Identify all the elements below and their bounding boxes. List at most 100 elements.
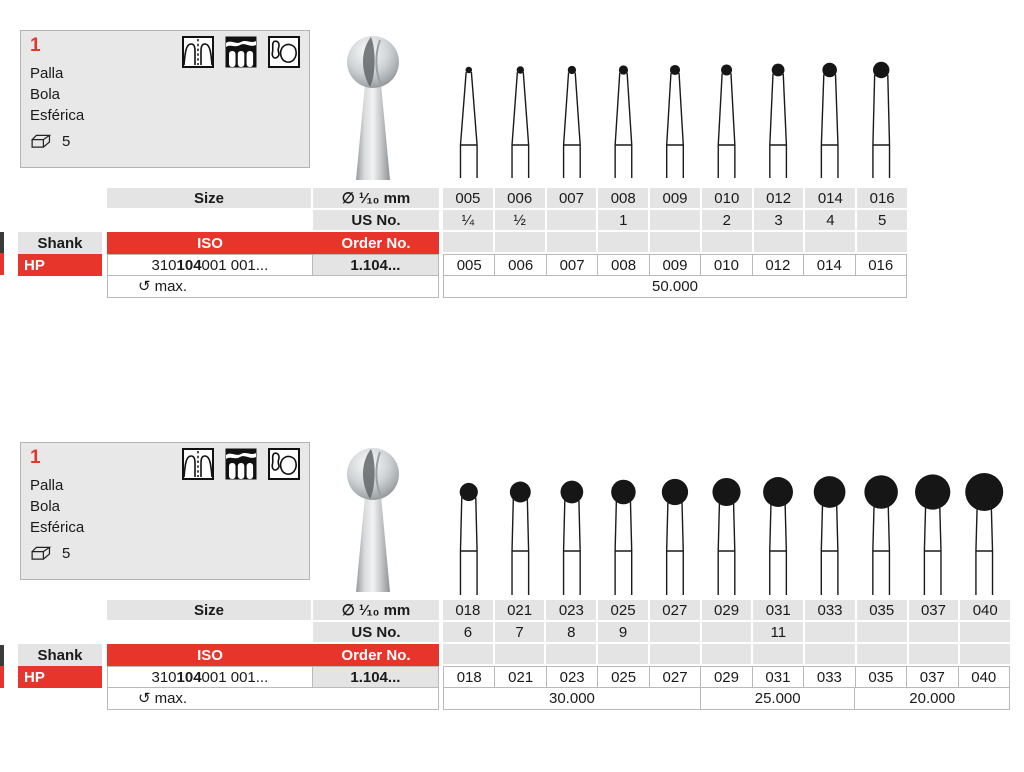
max-speed-cell: 20.000	[909, 690, 956, 707]
hp-size-cell: 027	[650, 667, 702, 687]
figure-number: 1	[30, 447, 41, 468]
hp-size-cell: 007	[547, 255, 599, 275]
rotation-icon: ↺	[138, 278, 151, 295]
diameter-header: ∅ ¹⁄₁₀ mm	[313, 188, 439, 208]
spacer-cell	[857, 232, 908, 252]
spacer-cell	[649, 644, 702, 664]
max-speed-cell: 30.000	[444, 688, 701, 709]
iso-value-part: 310	[151, 256, 177, 274]
iso-header: ISO	[197, 646, 223, 664]
pack-quantity: 5	[62, 133, 71, 150]
size-header: Size	[107, 600, 313, 620]
us-no-cell	[650, 210, 702, 230]
tooth-separation-icon	[182, 448, 214, 480]
order-no-value: 1.104...	[312, 255, 438, 275]
us-no-cell	[546, 210, 599, 230]
iso-value: 310 104 001 001...	[108, 255, 313, 275]
hp-size-cell: 018	[444, 667, 496, 687]
bur-illustration	[965, 473, 1004, 595]
blank-cell	[107, 210, 313, 230]
bur-illustration	[614, 65, 633, 178]
tooth-separation-icon	[182, 36, 214, 68]
spacer-cell	[856, 644, 909, 664]
max-speed-row: 30.000 25.000 20.000	[444, 688, 1009, 709]
us-no-cell: 11	[753, 622, 806, 642]
bur-photo	[347, 36, 399, 180]
us-no-cell: ¼	[443, 210, 495, 230]
catalog-section-small-sizes: 1 Palla Bola Esférica 5	[0, 0, 1024, 360]
spacer-cell	[908, 644, 961, 664]
usage-icons	[182, 36, 300, 68]
size-cell: 009	[650, 188, 702, 208]
spacer-cell	[546, 644, 599, 664]
bur-illustration	[769, 63, 788, 178]
shank-value: HP	[18, 254, 102, 276]
pack-quantity-row: 5	[30, 133, 70, 150]
bur-illustration	[661, 478, 689, 595]
us-no-header: US No.	[313, 622, 439, 642]
diameter-header: ∅ ¹⁄₁₀ mm	[313, 600, 439, 620]
bur-illustration	[763, 477, 793, 595]
catalog-section-large-sizes: 1 Palla Bola Esférica 5	[0, 412, 1024, 772]
hp-size-cell: 035	[856, 667, 908, 687]
order-no-value: 1.104...	[312, 667, 438, 687]
bur-illustration	[872, 61, 891, 178]
bur-illustration	[717, 64, 736, 178]
teeth-row-icon	[225, 36, 257, 68]
pack-quantity-row: 5	[30, 545, 70, 562]
hp-size-cell: 031	[753, 667, 805, 687]
bur-illustration	[459, 66, 478, 178]
bur-illustration	[665, 64, 685, 178]
us-no-cell: 5	[857, 210, 908, 230]
size-table-head: Size ∅ ¹⁄₁₀ mm US No. ISO Order No. 310 …	[107, 600, 439, 710]
hp-size-cell: 033	[804, 667, 856, 687]
hp-values-row: 005 006 007 008 009 010 012 014 016	[444, 255, 906, 276]
size-cell: 018	[443, 600, 495, 620]
hp-values-row: 018 021 023 025 027 029 031 033 035 037 040	[444, 667, 1009, 688]
product-name: Esférica	[30, 107, 85, 124]
spacer-cell	[701, 232, 754, 252]
us-no-cell: 8	[546, 622, 599, 642]
size-cell: 033	[805, 600, 857, 620]
max-rotation-row: ↺ max.	[108, 276, 438, 297]
bur-illustration	[864, 475, 898, 595]
usage-icons	[182, 448, 300, 480]
bur-illustration	[611, 479, 636, 595]
shank-block: Shank HP	[18, 232, 102, 276]
us-no-cell	[701, 622, 754, 642]
us-no-cell: 9	[598, 622, 650, 642]
product-names: Palla Bola Esférica	[30, 63, 84, 126]
size-header: Size	[107, 188, 313, 208]
size-cell: 008	[598, 188, 651, 208]
iso-value-part: 104	[176, 256, 202, 274]
bur-illustration	[712, 477, 741, 595]
size-cell: 027	[649, 600, 702, 620]
max-label: max.	[154, 278, 188, 295]
page-edge-tab	[0, 253, 4, 275]
hp-size-cell: 009	[650, 255, 702, 275]
bone-fragment-icon	[268, 448, 300, 480]
bur-illustration	[560, 480, 584, 595]
shank-block: Shank HP	[18, 644, 102, 688]
max-speed-cell: 50.000	[652, 278, 698, 295]
hp-size-cell: 029	[701, 667, 753, 687]
size-cell: 007	[546, 188, 599, 208]
product-name: Bola	[30, 86, 61, 103]
product-info-box: 1 Palla Bola Esférica 5	[20, 30, 310, 168]
size-cell: 012	[753, 188, 806, 208]
spacer-cell	[753, 232, 806, 252]
spacer-row	[443, 644, 1011, 666]
spacer-cell	[960, 644, 1011, 664]
size-cell: 006	[494, 188, 547, 208]
bone-fragment-icon	[268, 36, 300, 68]
blank-cell	[107, 622, 313, 642]
size-cell: 010	[701, 188, 754, 208]
us-no-cell: 3	[753, 210, 806, 230]
shank-header: Shank	[18, 644, 102, 666]
product-name: Palla	[30, 477, 64, 494]
size-cell: 023	[546, 600, 599, 620]
spacer-cell	[753, 644, 806, 664]
spacer-cell	[701, 644, 754, 664]
hp-size-cell: 016	[868, 256, 894, 274]
iso-value-part: 104	[176, 668, 202, 686]
